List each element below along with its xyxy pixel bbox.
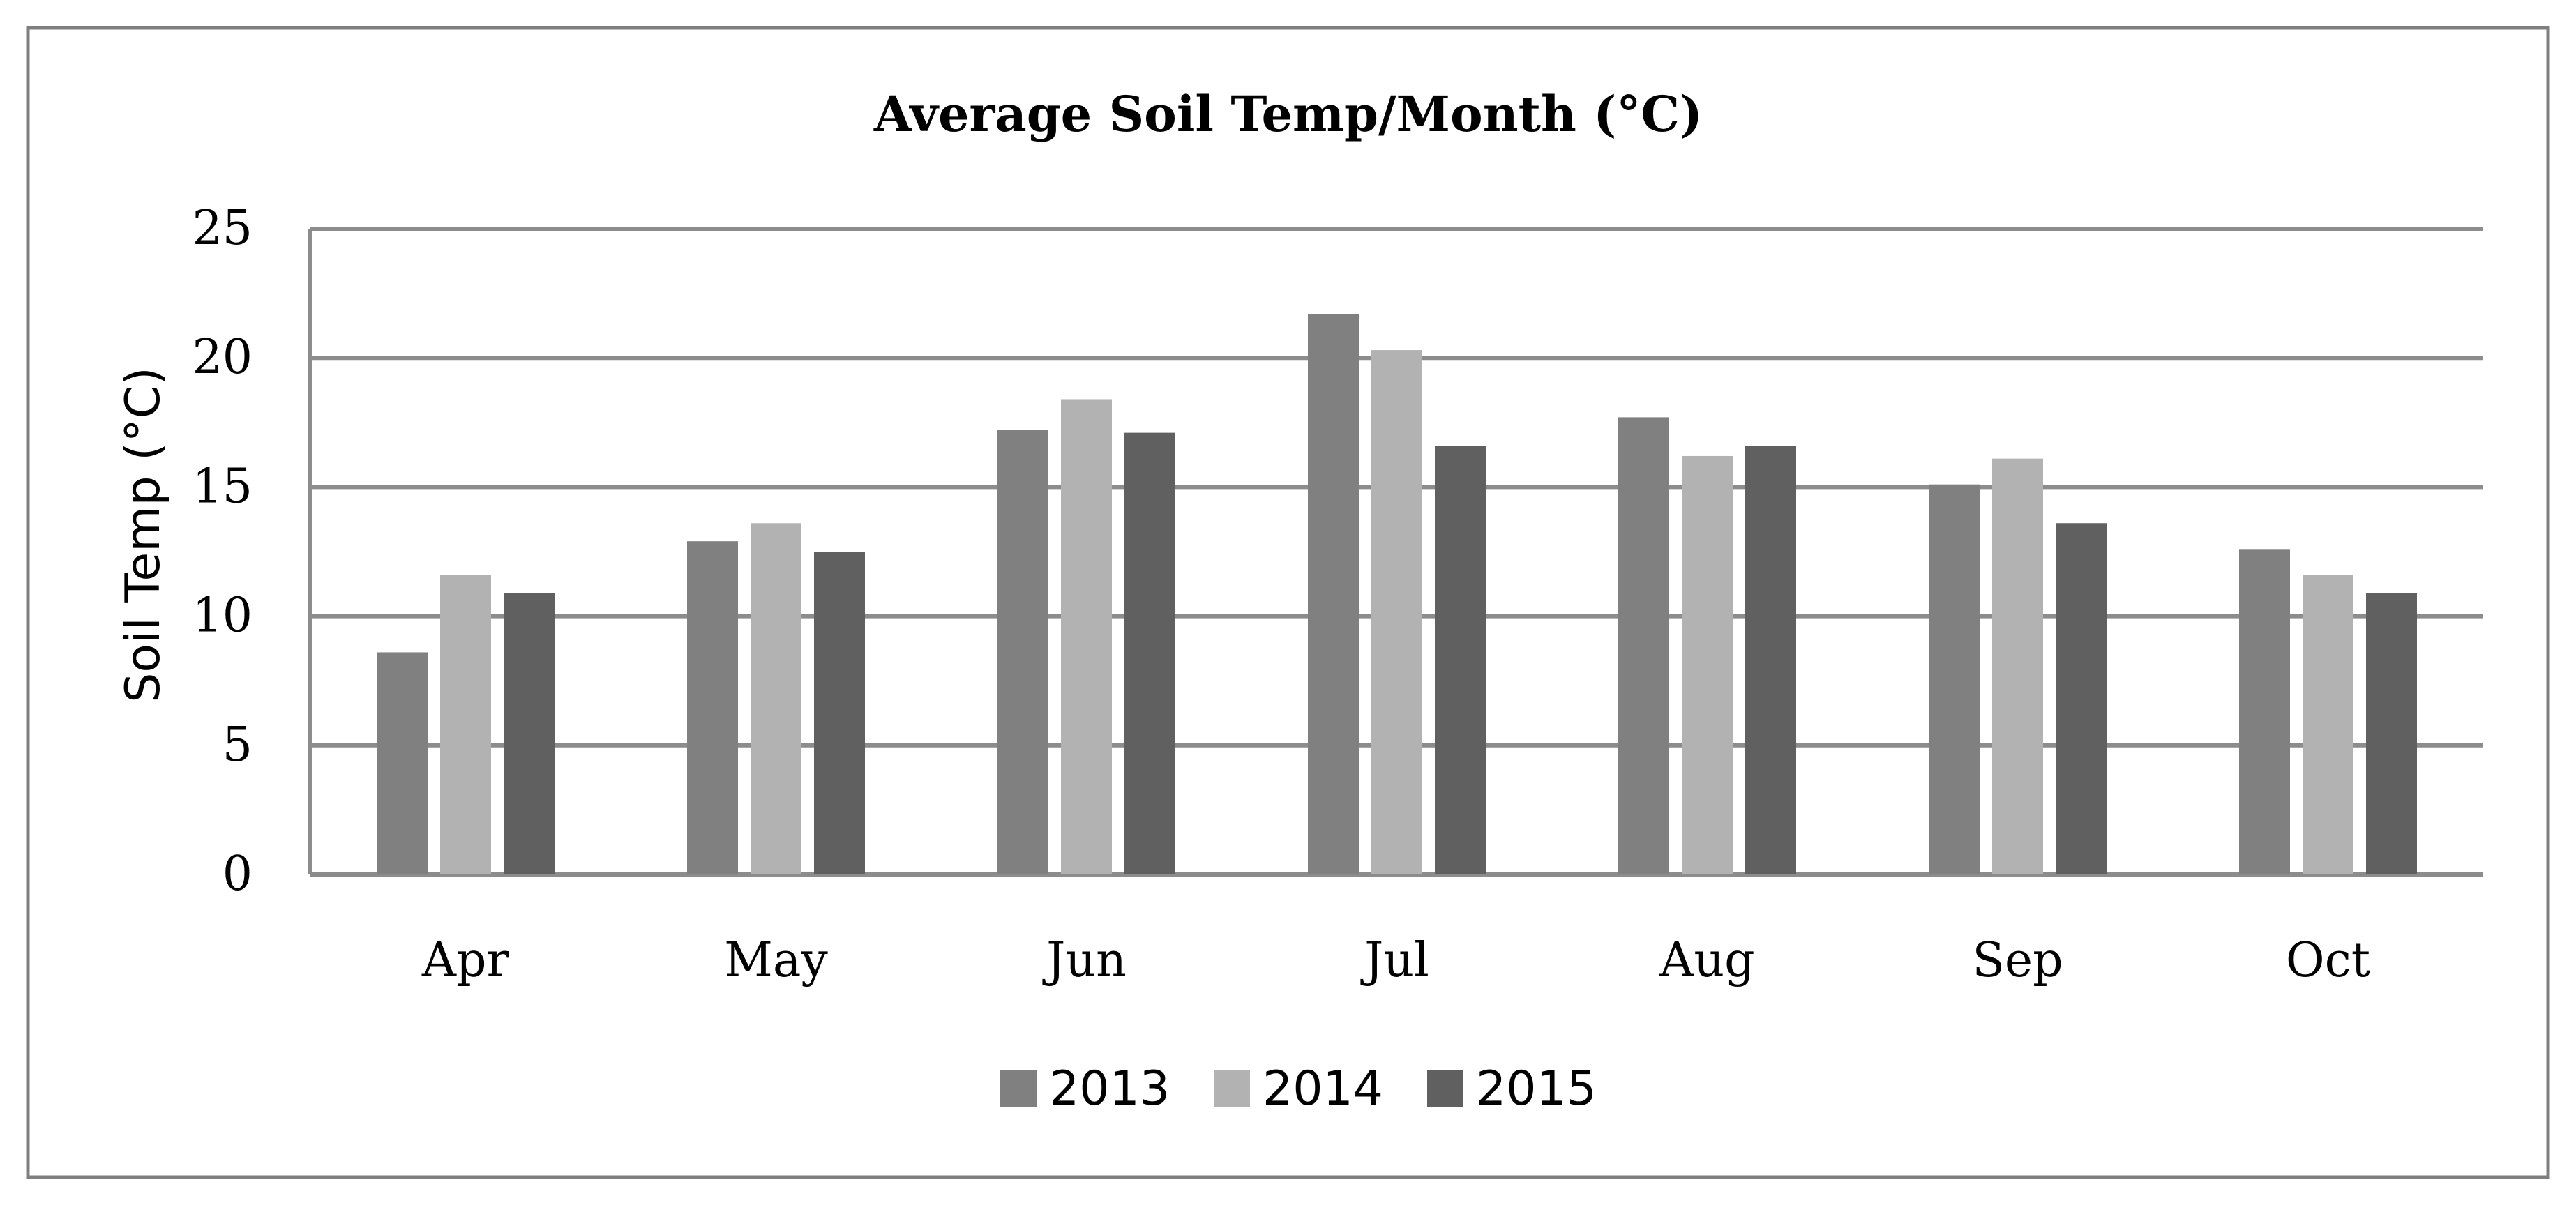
bar-2014-may [751, 523, 801, 874]
y-tick-labels: 0 5 10 15 20 25 [192, 201, 253, 902]
legend-label-2014: 2014 [1263, 1061, 1383, 1116]
bar-2014-sep [1992, 458, 2043, 874]
y-tick-label: 20 [192, 330, 253, 385]
x-category-label: Apr [421, 933, 510, 988]
legend: 2013 2014 2015 [1000, 1061, 1597, 1116]
x-category-label: Jul [1360, 933, 1429, 988]
x-category-labels: Apr May Jun Jul Aug Sep Oct [421, 933, 2370, 988]
bar-2014-jun [1061, 399, 1112, 874]
chart-title: Average Soil Temp/Month (°C) [873, 85, 1703, 143]
y-tick-label: 10 [192, 589, 253, 644]
legend-swatch-2015 [1427, 1070, 1463, 1107]
bar-2015-sep [2056, 523, 2107, 874]
y-tick-label: 5 [223, 718, 253, 773]
y-axis-title: Soil Temp (°C) [116, 367, 171, 703]
bar-2015-jun [1124, 432, 1175, 874]
bar-2014-jul [1371, 350, 1422, 874]
legend-swatch-2013 [1000, 1070, 1037, 1107]
x-category-label: Jun [1042, 933, 1127, 988]
x-category-label: Sep [1972, 933, 2063, 988]
bar-2013-sep [1929, 484, 1980, 874]
bar-2015-apr [504, 593, 555, 874]
x-category-label: Oct [2286, 933, 2370, 988]
x-category-label: Aug [1659, 933, 1754, 988]
bar-2013-jul [1308, 314, 1359, 874]
bar-2013-may [687, 541, 738, 874]
y-tick-label: 0 [223, 847, 253, 902]
outer-border [26, 26, 2550, 1179]
y-tick-label: 15 [192, 459, 253, 514]
bar-2015-jul [1435, 446, 1486, 874]
legend-label-2013: 2013 [1049, 1061, 1170, 1116]
bar-2015-aug [1745, 446, 1796, 874]
bar-2014-apr [440, 575, 491, 874]
bar-2013-apr [377, 652, 428, 874]
bar-2013-oct [2239, 549, 2290, 874]
bar-2014-oct [2303, 575, 2353, 874]
y-tick-label: 25 [192, 201, 253, 256]
legend-label-2015: 2015 [1476, 1061, 1597, 1116]
bar-2013-aug [1618, 417, 1669, 874]
bar-2015-oct [2366, 593, 2417, 874]
bars-layer [377, 314, 2417, 874]
x-category-label: May [724, 933, 828, 988]
bar-2013-jun [997, 430, 1048, 874]
bar-2015-may [814, 552, 865, 874]
legend-swatch-2014 [1214, 1070, 1250, 1107]
bar-2014-aug [1682, 455, 1733, 874]
